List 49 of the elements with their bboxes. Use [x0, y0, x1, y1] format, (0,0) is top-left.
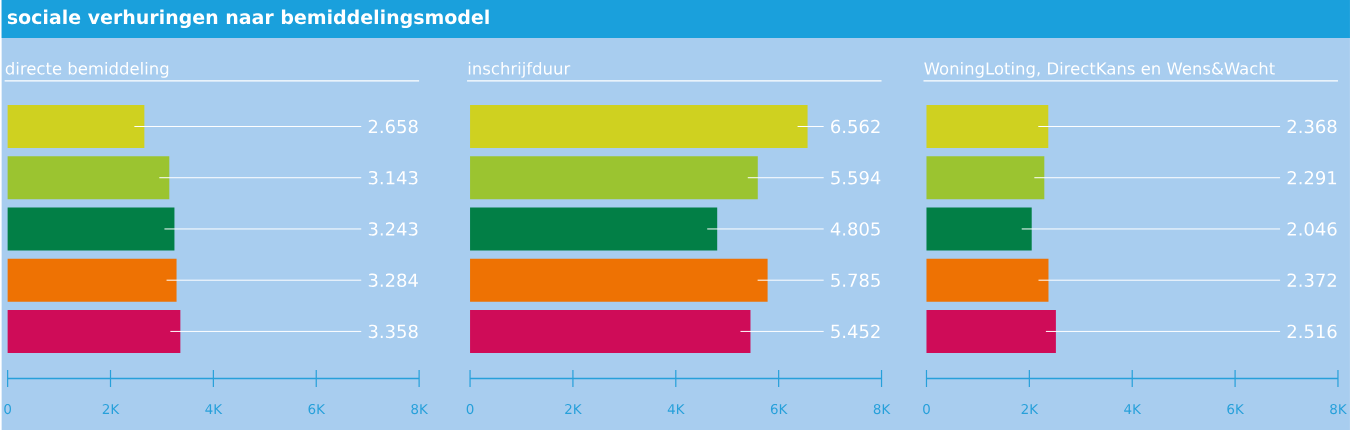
x-tick-label: 4K [1124, 403, 1142, 414]
data-label: 2.516 [1287, 324, 1337, 339]
chart-title: sociale verhuringen naar bemiddelingsmodel [7, 9, 489, 28]
bar [7, 104, 145, 148]
bar [7, 207, 175, 251]
chart-title: WoningLoting, DirectKans en Wens&Wacht [924, 61, 1275, 78]
chart-subtitle: directe bemiddeling [5, 61, 169, 78]
data-label: 3.284 [368, 273, 418, 287]
x-tick-label: 0 [466, 403, 474, 414]
x-tick-label: 8K [873, 403, 891, 414]
data-label: 2.291 [1287, 170, 1337, 185]
x-tick-label: 4K [667, 403, 685, 414]
data-label: 6.562 [831, 119, 880, 134]
x-tick-label: 0 [4, 403, 12, 414]
bar [926, 104, 1049, 148]
bar [470, 156, 758, 199]
x-tick-label: 6K [770, 403, 788, 414]
data-label: 2.372 [1287, 273, 1336, 287]
x-tick-label: 4K [205, 403, 223, 414]
chart-title: inschrijfduur [468, 61, 571, 78]
data-label: 4.805 [830, 221, 880, 236]
x-tick-label: 8K [411, 403, 429, 414]
data-label: 3.143 [368, 170, 418, 185]
x-tick-label: 2K [1021, 403, 1039, 414]
data-label: 5.785 [831, 273, 880, 287]
data-label: 3.243 [368, 221, 418, 236]
x-tick-label: 0 [923, 403, 930, 414]
bar [926, 156, 1045, 199]
data-label: 2.658 [368, 119, 418, 134]
data-label: 5.452 [831, 324, 880, 339]
bar [926, 258, 1049, 302]
bar [926, 207, 1032, 251]
bar [470, 207, 718, 251]
x-tick-label: 2K [565, 403, 582, 414]
bar [470, 104, 808, 148]
bar [926, 309, 1056, 353]
data-label: 3.358 [368, 324, 418, 339]
x-tick-label: 2K [102, 403, 120, 414]
data-label: 2.368 [1287, 119, 1337, 134]
x-tick-label: 8K [1330, 403, 1347, 414]
bar [470, 258, 768, 302]
bar [470, 309, 751, 353]
bar [7, 309, 181, 353]
x-tick-label: 6K [308, 403, 326, 414]
x-tick-label: 6K [1227, 403, 1245, 414]
data-label: 2.046 [1287, 221, 1337, 236]
bar [7, 258, 177, 302]
data-label: 5.594 [831, 170, 881, 185]
bar [7, 156, 170, 199]
